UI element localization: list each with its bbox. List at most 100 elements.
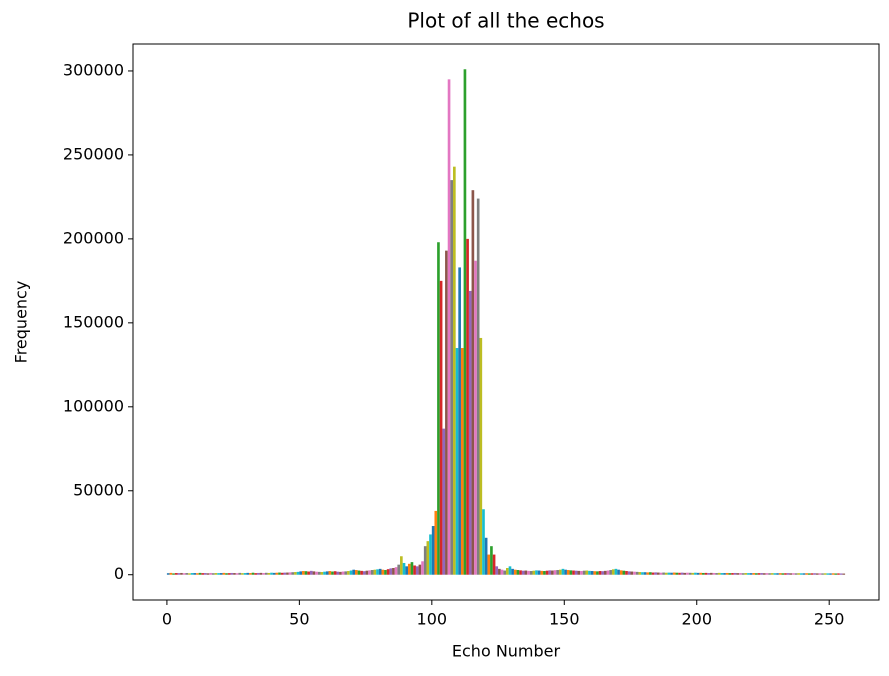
x-tick-label: 50 <box>289 610 309 629</box>
y-tick-label: 50000 <box>73 480 124 499</box>
bar <box>627 571 631 575</box>
bar <box>611 569 615 575</box>
bar <box>421 561 424 575</box>
bar <box>278 572 281 575</box>
bar <box>182 573 186 575</box>
bar <box>651 572 655 575</box>
bar <box>331 571 334 575</box>
bar <box>241 573 244 575</box>
bar <box>453 166 456 575</box>
bar <box>180 572 183 575</box>
bar <box>185 573 189 575</box>
bar <box>694 572 697 575</box>
bar <box>736 573 740 575</box>
bar <box>455 348 459 575</box>
bar <box>341 571 345 575</box>
bar <box>339 571 342 575</box>
bar <box>174 573 178 575</box>
bar <box>606 570 610 575</box>
bar <box>733 572 737 575</box>
bar <box>625 571 628 575</box>
bar <box>288 572 292 575</box>
bar <box>386 569 390 575</box>
bar <box>333 571 337 575</box>
bar <box>431 526 435 575</box>
bar <box>654 572 658 575</box>
bar <box>823 573 827 575</box>
bar <box>500 569 504 575</box>
bar <box>524 570 528 575</box>
bar <box>434 510 438 575</box>
y-tick-label: 250000 <box>63 144 124 163</box>
bar <box>307 571 310 575</box>
bar <box>572 570 575 575</box>
bar <box>641 572 644 575</box>
bar <box>582 570 586 575</box>
bar <box>267 572 271 575</box>
bar <box>622 570 626 575</box>
chart-title: Plot of all the echos <box>407 9 604 33</box>
bar <box>633 571 636 575</box>
bar <box>720 573 724 575</box>
bar <box>829 573 832 575</box>
bar <box>235 573 239 575</box>
bar <box>762 573 766 575</box>
bar <box>370 570 374 575</box>
bar <box>336 571 340 575</box>
bar <box>508 566 512 575</box>
bar <box>741 573 745 575</box>
bar <box>675 572 679 575</box>
bar <box>270 572 273 575</box>
bar <box>839 573 843 575</box>
bar <box>808 573 811 575</box>
bar <box>725 572 729 575</box>
bar <box>492 554 496 575</box>
bar <box>352 569 355 575</box>
bar <box>593 571 597 575</box>
bar <box>230 572 234 575</box>
bar <box>413 565 416 575</box>
bar <box>686 572 689 575</box>
bar <box>304 571 308 575</box>
bar <box>368 570 371 575</box>
bar <box>397 564 401 575</box>
bar <box>474 260 477 575</box>
bar <box>548 570 552 575</box>
bar <box>837 573 840 575</box>
bar <box>588 570 591 575</box>
bar <box>614 568 618 575</box>
bar <box>521 570 525 575</box>
bar <box>286 572 289 575</box>
bar <box>423 546 427 575</box>
bar <box>778 573 782 575</box>
bar <box>262 573 265 575</box>
bar <box>519 570 522 575</box>
bar <box>498 568 501 575</box>
bar <box>188 573 191 575</box>
bar <box>784 573 787 575</box>
bar <box>259 572 263 575</box>
bar <box>506 568 509 575</box>
bar <box>731 573 734 575</box>
bar <box>214 573 218 575</box>
bar <box>715 573 718 575</box>
bar <box>299 571 303 575</box>
bar <box>439 280 443 575</box>
bar <box>357 570 361 575</box>
bar <box>566 570 570 575</box>
bar <box>797 573 801 575</box>
bar <box>617 569 620 575</box>
bar <box>537 570 541 575</box>
bar <box>309 570 313 575</box>
bar <box>556 570 559 575</box>
bar <box>484 537 488 575</box>
bar <box>466 238 469 575</box>
bar <box>460 348 464 575</box>
bar <box>503 570 506 575</box>
bar <box>696 572 700 575</box>
bar <box>765 573 769 575</box>
bar <box>683 572 687 575</box>
bar <box>272 572 276 575</box>
bar <box>254 573 257 575</box>
bar <box>328 571 332 575</box>
